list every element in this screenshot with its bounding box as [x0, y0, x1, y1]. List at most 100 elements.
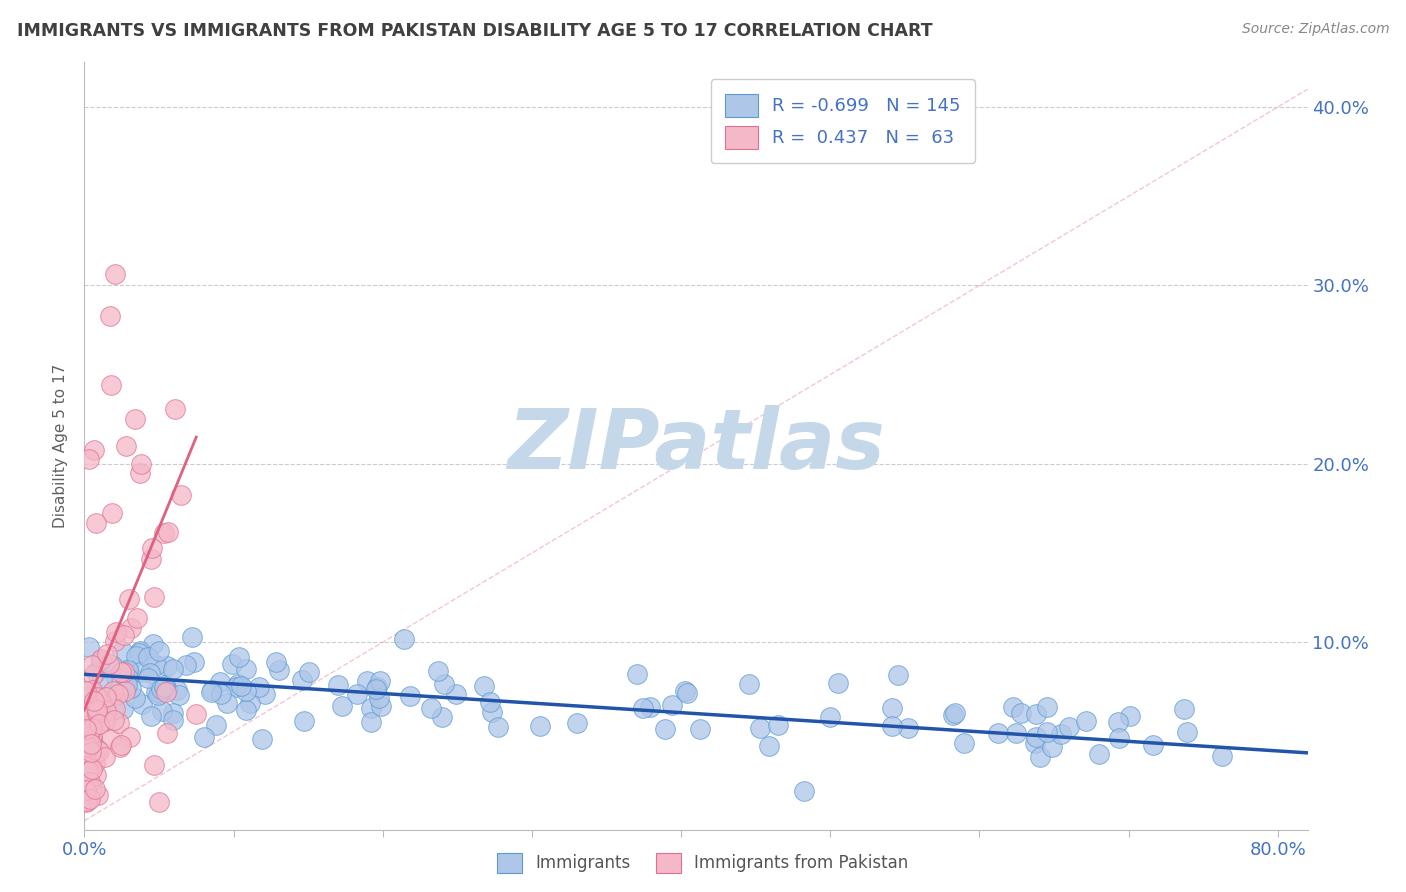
Point [156, 725, 179, 739]
Point [267, 663, 290, 677]
Point [152, 681, 174, 695]
Point [326, 678, 349, 692]
Point [77, 689, 100, 703]
Point [90, 651, 112, 665]
Point [124, 412, 146, 426]
Point [479, 695, 502, 709]
Point [139, 665, 162, 680]
Point [360, 701, 382, 715]
Point [97, 688, 120, 702]
Point [758, 739, 780, 754]
Point [136, 649, 159, 664]
Point [827, 676, 849, 690]
Point [80, 658, 103, 673]
Point [75, 714, 97, 728]
Point [80, 729, 103, 743]
Point [215, 696, 238, 710]
Point [156, 658, 179, 673]
Point [141, 551, 163, 566]
Point [76, 764, 98, 779]
Point [1036, 699, 1059, 714]
Point [143, 757, 166, 772]
Text: IMMIGRANTS VS IMMIGRANTS FROM PAKISTAN DISABILITY AGE 5 TO 17 CORRELATION CHART: IMMIGRANTS VS IMMIGRANTS FROM PAKISTAN D… [17, 22, 932, 40]
Point [128, 646, 150, 660]
Point [631, 701, 654, 715]
Point [84, 781, 107, 796]
Point [75, 758, 97, 772]
Point [129, 466, 152, 480]
Point [673, 684, 696, 698]
Point [290, 673, 312, 687]
Point [1076, 714, 1098, 728]
Point [80, 745, 103, 759]
Point [75, 746, 97, 760]
Point [880, 701, 903, 715]
Point [82, 762, 104, 776]
Point [1036, 724, 1059, 739]
Point [1142, 738, 1164, 752]
Point [186, 706, 208, 721]
Point [430, 710, 453, 724]
Point [298, 665, 321, 680]
Point [1107, 714, 1129, 729]
Point [1108, 731, 1130, 745]
Point [124, 691, 146, 706]
Point [748, 721, 770, 735]
Point [108, 739, 131, 754]
Point [129, 457, 152, 471]
Point [86, 706, 108, 720]
Point [565, 715, 588, 730]
Point [101, 703, 124, 717]
Point [880, 719, 903, 733]
Point [155, 685, 177, 699]
Point [86, 741, 108, 756]
Point [90, 695, 112, 709]
Point [942, 708, 965, 723]
Point [360, 715, 382, 730]
Point [200, 684, 222, 698]
Y-axis label: Disability Age 5 to 17: Disability Age 5 to 17 [53, 364, 69, 528]
Point [943, 706, 966, 720]
Point [766, 718, 789, 732]
Point [250, 731, 273, 746]
Point [235, 662, 257, 676]
Point [90, 694, 112, 708]
Point [86, 690, 108, 704]
Point [640, 700, 662, 714]
Point [114, 684, 136, 698]
Point [1024, 737, 1046, 751]
Point [112, 627, 135, 641]
Point [84, 768, 107, 782]
Point [364, 681, 387, 696]
Point [139, 709, 162, 723]
Point [87, 788, 110, 802]
Point [225, 680, 247, 694]
Point [77, 452, 100, 467]
Point [75, 795, 97, 809]
Point [120, 730, 142, 744]
Point [82, 683, 104, 698]
Point [75, 723, 97, 738]
Point [356, 673, 378, 688]
Point [153, 678, 176, 692]
Point [86, 703, 108, 717]
Point [120, 681, 142, 695]
Point [98, 657, 121, 672]
Point [529, 719, 551, 733]
Point [1057, 720, 1080, 734]
Point [83, 747, 105, 762]
Point [79, 792, 101, 806]
Point [75, 712, 97, 726]
Point [253, 687, 276, 701]
Point [75, 722, 97, 736]
Point [221, 657, 243, 672]
Point [1173, 702, 1195, 716]
Point [82, 722, 104, 736]
Point [205, 718, 228, 732]
Point [150, 704, 173, 718]
Point [654, 723, 676, 737]
Point [100, 658, 122, 673]
Point [107, 687, 129, 701]
Point [77, 640, 100, 654]
Point [90, 707, 112, 722]
